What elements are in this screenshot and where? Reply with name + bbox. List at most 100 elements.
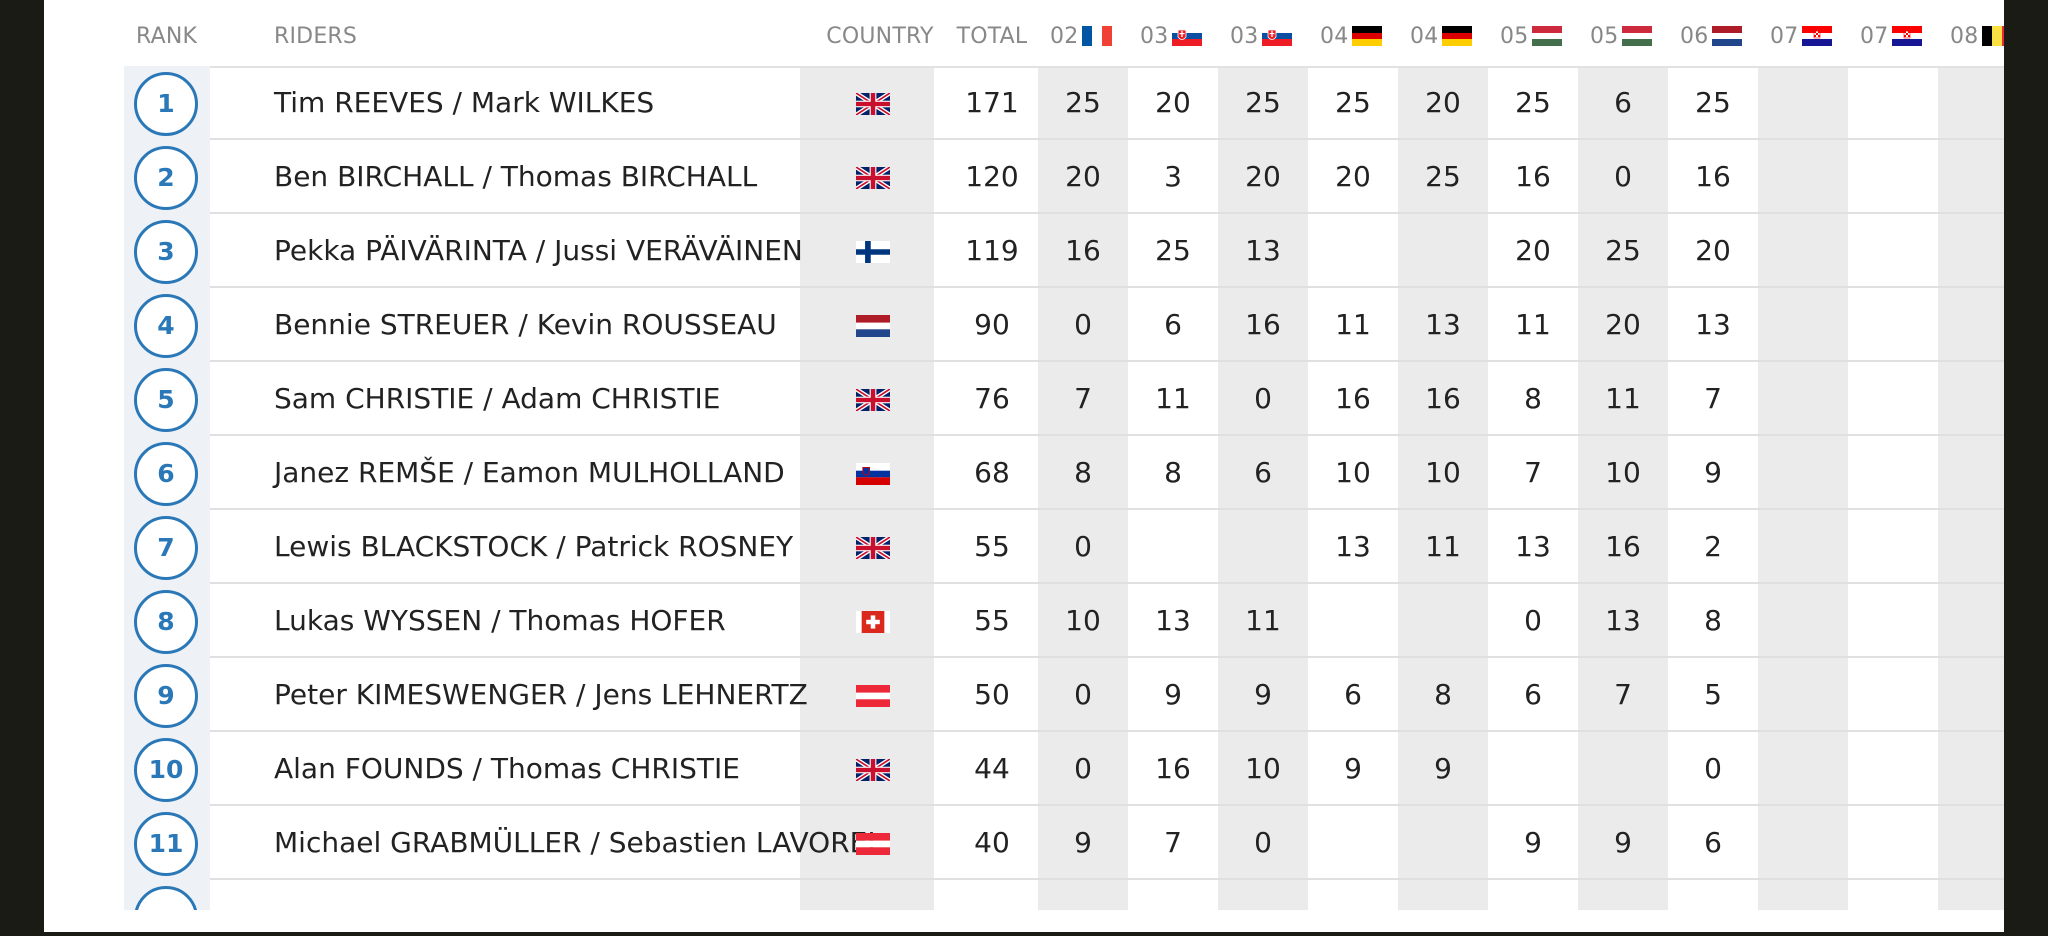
header-round-9[interactable]: 07 bbox=[1860, 22, 1923, 52]
table-row[interactable]: 2 Ben BIRCHALL / Thomas BIRCHALL 120 20 3 20 2… bbox=[124, 140, 2004, 214]
round-points bbox=[1848, 140, 1938, 214]
fi-flag-icon bbox=[856, 241, 890, 263]
header-round-0[interactable]: 02 bbox=[1050, 22, 1113, 52]
table-row[interactable]: 5 Sam CHRISTIE / Adam CHRISTIE 76 7 11 0 16 16 8… bbox=[124, 362, 2004, 436]
round-points: 10 bbox=[1335, 456, 1371, 489]
round-points: 11 bbox=[1605, 382, 1641, 415]
round-points bbox=[1938, 140, 2004, 214]
header-round-8[interactable]: 07 bbox=[1770, 22, 1833, 52]
round-points bbox=[1938, 436, 2004, 510]
rider-names[interactable]: Tim REEVES / Mark WILKES bbox=[274, 86, 655, 119]
total-points: 55 bbox=[974, 530, 1010, 563]
rank-cell: 4 bbox=[124, 288, 210, 362]
round-points bbox=[1398, 806, 1488, 880]
header-round-3[interactable]: 04 bbox=[1320, 22, 1383, 52]
table-row[interactable]: 6 Janez REMŠE / Eamon MULHOLLAND 68 8 8 6 10 10… bbox=[124, 436, 2004, 510]
round-label: 05 bbox=[1590, 24, 1619, 49]
row-divider bbox=[210, 804, 2004, 806]
rank-badge: 6 bbox=[134, 442, 198, 506]
round-points bbox=[1938, 732, 2004, 806]
total-points: 44 bbox=[974, 752, 1010, 785]
rider-names[interactable]: Michael GRABMÜLLER / Sebastien LAVOREL bbox=[274, 826, 883, 859]
table-row[interactable]: 4 Bennie STREUER / Kevin ROUSSEAU 90 0 6 16 11… bbox=[124, 288, 2004, 362]
header-round-1[interactable]: 03 bbox=[1140, 22, 1203, 52]
rank-cell: 6 bbox=[124, 436, 210, 510]
round-points: 8 bbox=[1704, 604, 1722, 637]
column-stripe bbox=[1398, 66, 1488, 910]
header-round-4[interactable]: 04 bbox=[1410, 22, 1473, 52]
rider-names[interactable]: Alan FOUNDS / Thomas CHRISTIE bbox=[274, 752, 740, 785]
sk-flag-icon bbox=[1262, 25, 1293, 46]
round-points: 25 bbox=[1335, 86, 1371, 119]
round-points: 13 bbox=[1245, 234, 1281, 267]
table-row[interactable]: 3 Pekka PÄIVÄRINTA / Jussi VERÄVÄINEN 119 1… bbox=[124, 214, 2004, 288]
round-points: 16 bbox=[1245, 308, 1281, 341]
round-points bbox=[1758, 510, 1848, 584]
round-points: 20 bbox=[1425, 86, 1461, 119]
round-points: 6 bbox=[1704, 826, 1722, 859]
round-points: 0 bbox=[1074, 308, 1092, 341]
round-points bbox=[1398, 214, 1488, 288]
rank-cell: 9 bbox=[124, 658, 210, 732]
header-round-10[interactable]: 08 bbox=[1950, 22, 2004, 52]
header-round-6[interactable]: 05 bbox=[1590, 22, 1653, 52]
ch-flag-icon bbox=[856, 611, 890, 633]
round-points: 25 bbox=[1155, 234, 1191, 267]
round-points: 0 bbox=[1074, 530, 1092, 563]
round-label: 04 bbox=[1320, 24, 1349, 49]
rider-names[interactable]: Lukas WYSSEN / Thomas HOFER bbox=[274, 604, 726, 637]
header-round-7[interactable]: 06 bbox=[1680, 22, 1743, 52]
round-points: 11 bbox=[1335, 308, 1371, 341]
table-row-partial[interactable] bbox=[124, 880, 2004, 910]
rider-names[interactable]: Sam CHRISTIE / Adam CHRISTIE bbox=[274, 382, 721, 415]
round-points bbox=[1758, 362, 1848, 436]
nl-flag-icon bbox=[856, 315, 890, 337]
round-points: 10 bbox=[1425, 456, 1461, 489]
at-flag-icon bbox=[856, 685, 890, 707]
rider-names[interactable]: Ben BIRCHALL / Thomas BIRCHALL bbox=[274, 160, 758, 193]
header-round-5[interactable]: 05 bbox=[1500, 22, 1563, 52]
round-points bbox=[1848, 214, 1938, 288]
column-stripe bbox=[1758, 66, 1848, 910]
rider-names[interactable]: Bennie STREUER / Kevin ROUSSEAU bbox=[274, 308, 777, 341]
round-points bbox=[1848, 288, 1938, 362]
round-points bbox=[1398, 584, 1488, 658]
table-row[interactable]: 7 Lewis BLACKSTOCK / Patrick ROSNEY 55 0 13 1… bbox=[124, 510, 2004, 584]
header-riders: RIDERS bbox=[274, 24, 358, 49]
round-points bbox=[1938, 510, 2004, 584]
table-row[interactable]: 11 Michael GRABMÜLLER / Sebastien LAVOREL… bbox=[124, 806, 2004, 880]
round-label: 03 bbox=[1140, 24, 1169, 49]
table-row[interactable]: 10 Alan FOUNDS / Thomas CHRISTIE 44 0 16 10 9 9… bbox=[124, 732, 2004, 806]
rider-names[interactable]: Lewis BLACKSTOCK / Patrick ROSNEY bbox=[274, 530, 794, 563]
round-points: 11 bbox=[1515, 308, 1551, 341]
round-points: 25 bbox=[1425, 160, 1461, 193]
rider-names[interactable]: Janez REMŠE / Eamon MULHOLLAND bbox=[274, 456, 785, 489]
table-row[interactable]: 9 Peter KIMESWENGER / Jens LEHNERTZ 50 0 9 9 6… bbox=[124, 658, 2004, 732]
rider-names[interactable]: Peter KIMESWENGER / Jens LEHNERTZ bbox=[274, 678, 808, 711]
at-flag-icon bbox=[856, 833, 890, 855]
gb-flag-icon bbox=[854, 91, 892, 117]
round-points: 0 bbox=[1254, 826, 1272, 859]
round-points: 20 bbox=[1335, 160, 1371, 193]
table-row[interactable]: 8 Lukas WYSSEN / Thomas HOFER 55 10 13 11 0 13 8 bbox=[124, 584, 2004, 658]
round-points bbox=[1848, 584, 1938, 658]
table-row[interactable]: 1 Tim REEVES / Mark WILKES 171 25 20 25 25 20 25… bbox=[124, 66, 2004, 140]
round-points: 9 bbox=[1164, 678, 1182, 711]
round-points: 25 bbox=[1695, 86, 1731, 119]
round-points: 25 bbox=[1515, 86, 1551, 119]
round-label: 02 bbox=[1050, 24, 1079, 49]
row-divider bbox=[210, 286, 2004, 288]
round-points bbox=[1308, 806, 1398, 880]
rank-badge: 4 bbox=[134, 294, 198, 358]
rank-cell: 8 bbox=[124, 584, 210, 658]
round-points bbox=[1128, 510, 1218, 584]
round-points: 6 bbox=[1524, 678, 1542, 711]
header-round-2[interactable]: 03 bbox=[1230, 22, 1293, 52]
round-points: 6 bbox=[1344, 678, 1362, 711]
total-points: 90 bbox=[974, 308, 1010, 341]
rider-names[interactable]: Pekka PÄIVÄRINTA / Jussi VERÄVÄINEN bbox=[274, 234, 803, 267]
round-label: 07 bbox=[1770, 24, 1799, 49]
total-points: 50 bbox=[974, 678, 1010, 711]
round-points: 20 bbox=[1695, 234, 1731, 267]
round-points: 0 bbox=[1524, 604, 1542, 637]
